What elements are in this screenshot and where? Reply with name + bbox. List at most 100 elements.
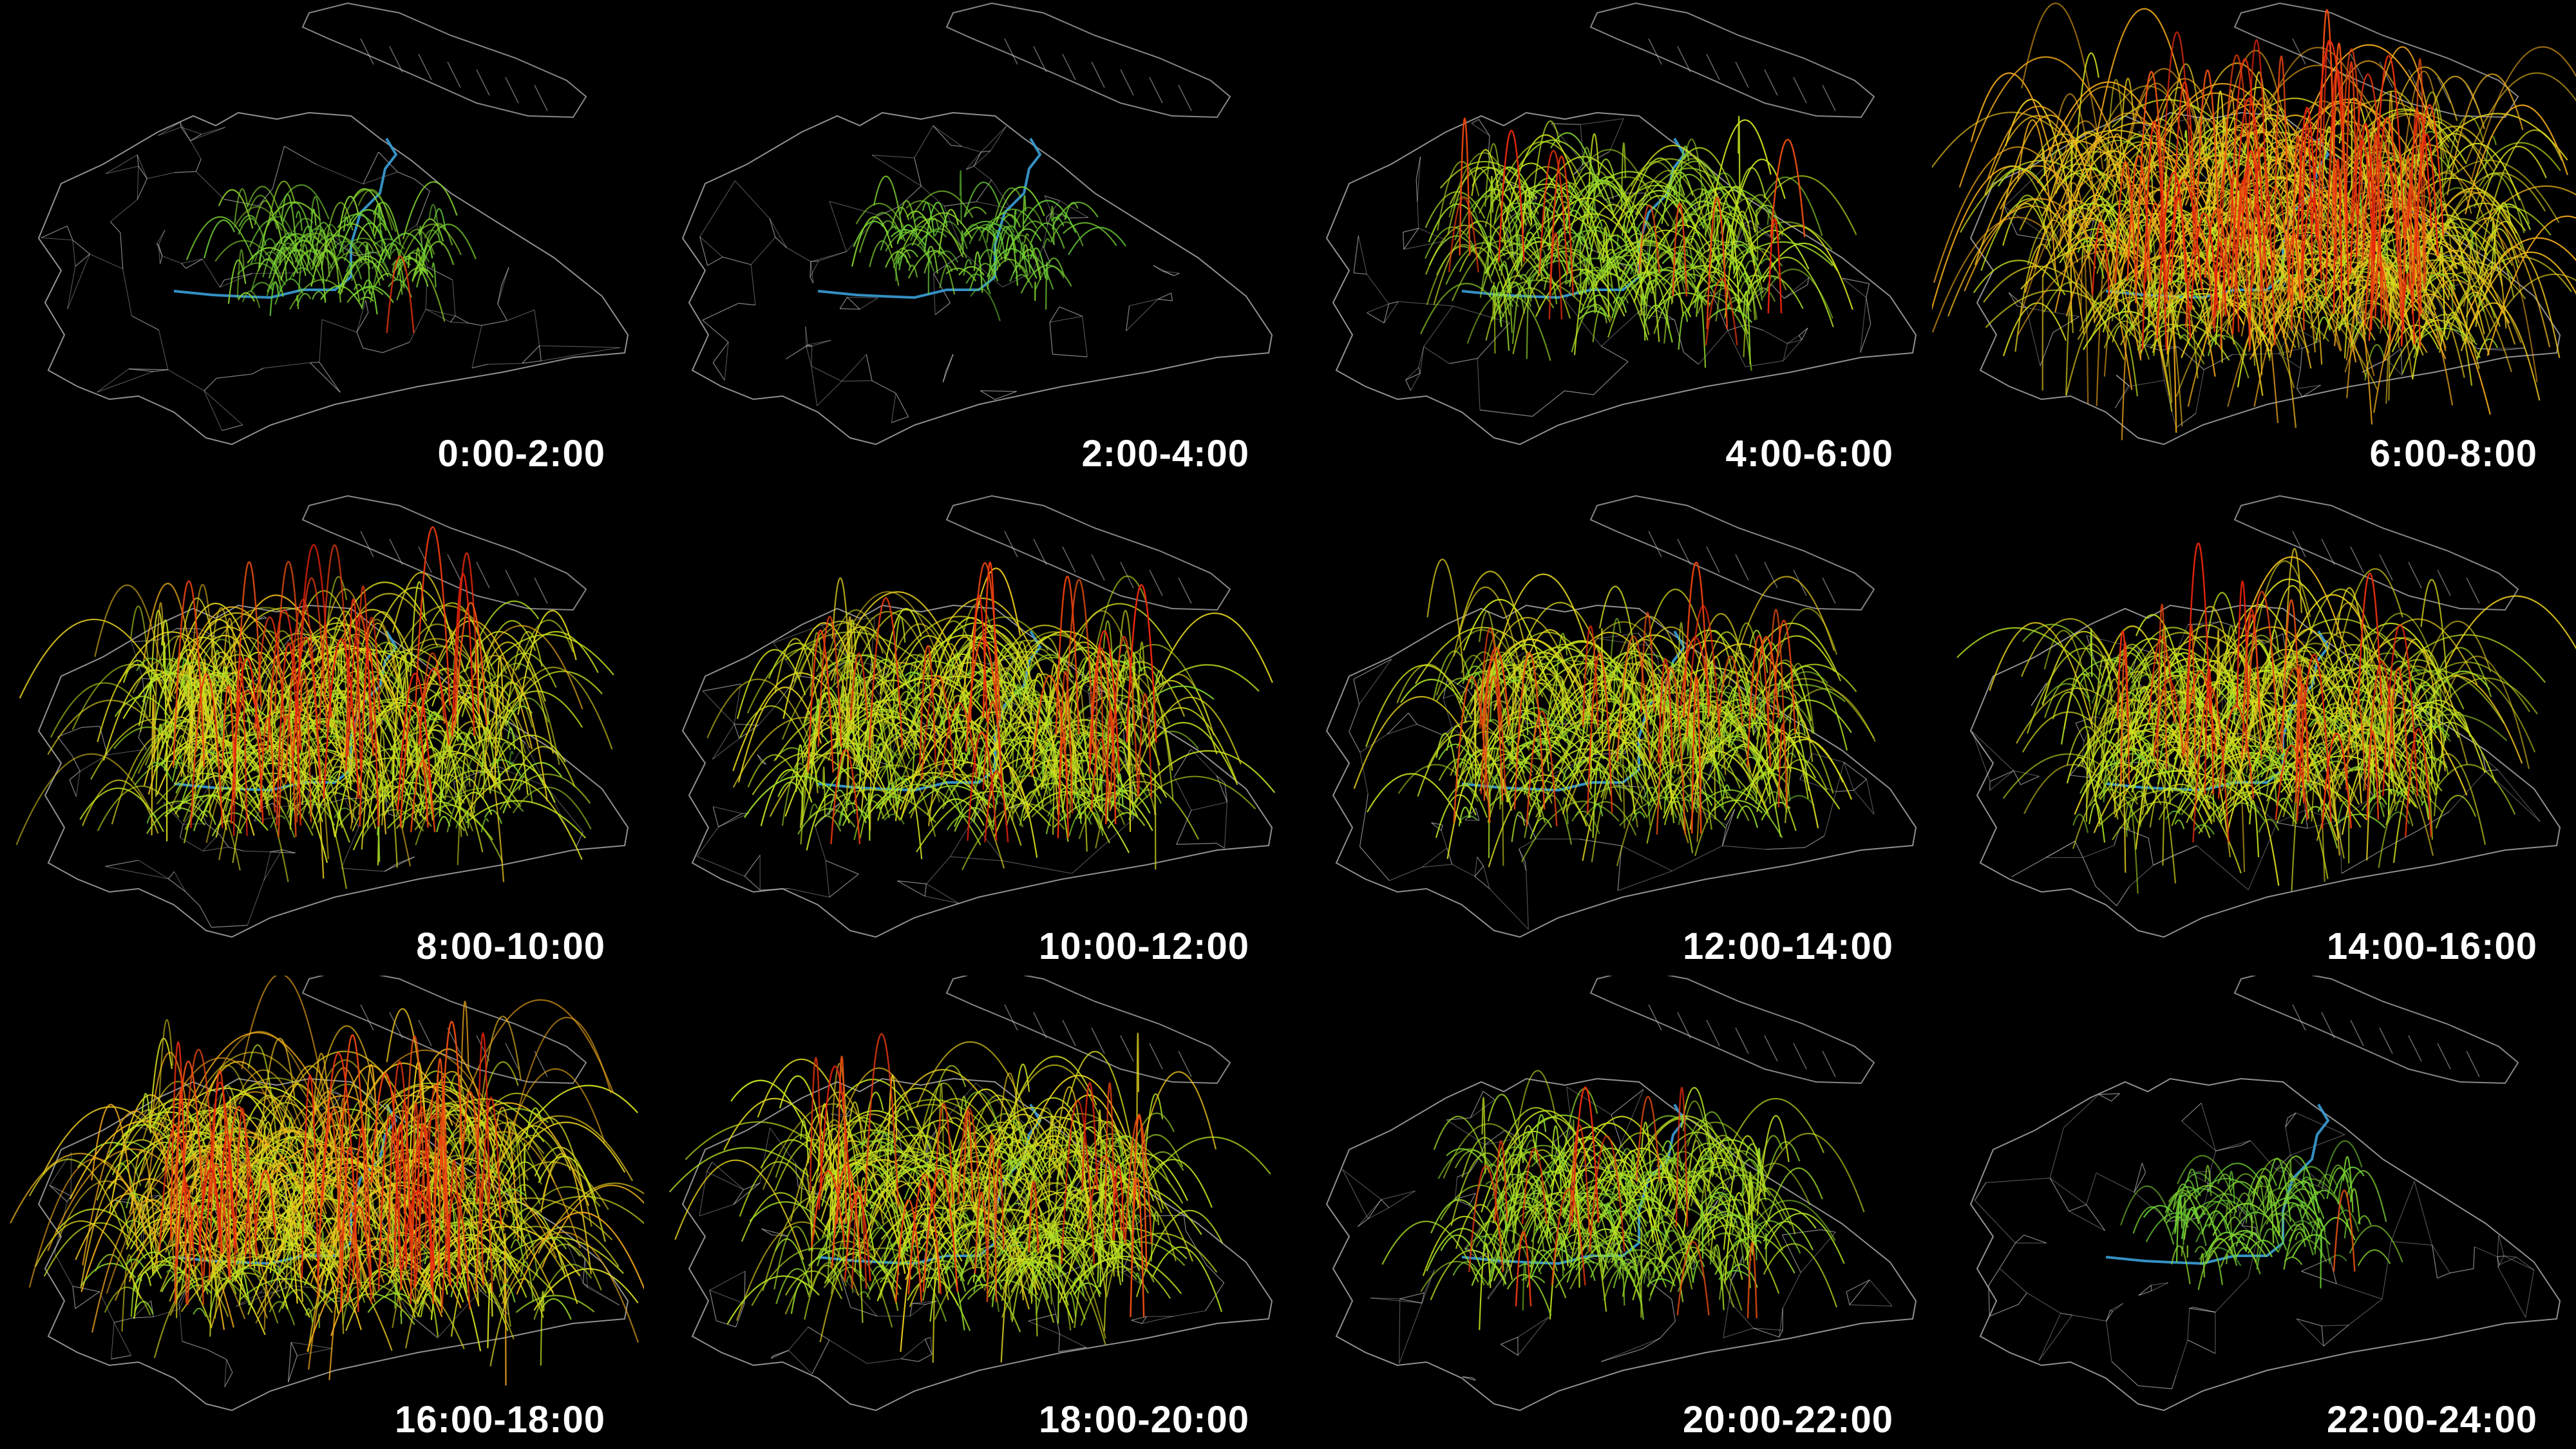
flow-arc (845, 627, 874, 728)
flow-arc (1734, 241, 1833, 267)
flow-arc (977, 754, 988, 783)
district-boundary (1721, 825, 1727, 846)
district-boundary (1672, 845, 1723, 871)
district-boundary (288, 1355, 298, 1383)
flow-arc (2045, 207, 2118, 252)
flow-arc (2482, 129, 2563, 245)
flow-arc (1499, 287, 1555, 323)
island-district-line (418, 1019, 432, 1046)
flow-arc (399, 734, 419, 748)
flow-arc (1718, 670, 1777, 710)
flow-spike (1706, 196, 1728, 330)
district-boundary (522, 360, 542, 364)
flow-arc (2409, 279, 2512, 372)
district-boundary (2384, 830, 2418, 849)
flow-arc (1694, 253, 1763, 310)
district-boundary (1403, 228, 1419, 250)
flow-arc (240, 736, 275, 762)
district-boundary (1766, 847, 1805, 850)
flow-spike (807, 630, 834, 773)
flow-arc (987, 765, 1038, 858)
flow-arc (908, 264, 918, 278)
flow-arc (1056, 663, 1170, 724)
flow-arc (352, 705, 464, 741)
flow-arc (2066, 726, 2119, 820)
district-boundary (2003, 156, 2056, 207)
district-boundary (769, 218, 776, 238)
flow-arc (815, 698, 820, 723)
flow-arc (1009, 254, 1054, 290)
flow-arc (289, 267, 316, 281)
district-boundary (914, 157, 922, 187)
flow-arc (732, 717, 876, 790)
flow-arc (273, 236, 307, 276)
district-boundary (69, 779, 77, 797)
district-boundary (1807, 278, 1810, 285)
flow-arc (1709, 119, 1772, 220)
district-boundary (158, 245, 161, 264)
flow-arc (432, 635, 497, 678)
district-boundary (1403, 232, 1405, 250)
district-boundary (808, 344, 812, 346)
district-boundary (263, 851, 271, 881)
flow-arc (1463, 599, 1548, 681)
district-boundary (1860, 297, 1867, 353)
flow-arc (509, 697, 549, 723)
flow-arc (2416, 262, 2488, 356)
district-boundary (786, 247, 811, 262)
district-boundary (1727, 324, 1747, 331)
district-boundary (1002, 860, 1072, 874)
flow-arc (969, 263, 999, 291)
flow-arc (481, 620, 536, 671)
district-boundary (137, 166, 139, 200)
flow-arc (1103, 703, 1137, 802)
flow-arc (327, 232, 336, 245)
district-boundary (2020, 775, 2040, 785)
district-boundary (158, 122, 181, 136)
flow-arc (1063, 222, 1117, 247)
district-boundary (341, 867, 385, 872)
flow-arc (2435, 795, 2477, 829)
flow-arc (229, 710, 353, 777)
flow-arc (1582, 801, 1637, 836)
flow-arc (2280, 632, 2371, 689)
time-panel: 16:00-18:00 (0, 976, 644, 1449)
district-boundary (2302, 384, 2321, 397)
flow-arc (2022, 623, 2104, 679)
district-boundary (1743, 220, 1750, 225)
district-boundary (297, 1348, 333, 1356)
district-boundary (926, 856, 951, 884)
district-boundary (397, 171, 415, 180)
district-boundary (2031, 688, 2043, 706)
district-boundary (522, 345, 540, 364)
island-boundary (2233, 2, 2519, 118)
flow-arc (2036, 129, 2195, 185)
district-boundary (168, 871, 175, 879)
district-boundary (1049, 307, 1060, 323)
flow-arc (1043, 238, 1050, 248)
flow-arc (864, 659, 885, 715)
district-boundary (945, 354, 954, 371)
flow-arc (319, 223, 345, 254)
district-boundary (1353, 235, 1359, 273)
district-boundary (174, 171, 196, 173)
district-boundary (156, 229, 166, 244)
district-boundary (829, 873, 859, 898)
flow-arc (1155, 612, 1273, 685)
district-boundary (1126, 305, 1130, 331)
district-boundary (211, 925, 248, 928)
flow-spike (2244, 39, 2269, 240)
district-boundary (810, 261, 814, 283)
flow-arc (1127, 705, 1148, 748)
district-boundary (111, 1355, 131, 1359)
district-boundary (1784, 284, 1808, 299)
flow-arc (1684, 613, 1748, 743)
district-boundary (1417, 723, 1444, 736)
district-boundary (1478, 119, 1490, 137)
flow-arc (2041, 683, 2091, 705)
district-boundary (933, 125, 952, 146)
flow-arc (1050, 221, 1084, 247)
flow-arc (1620, 142, 1627, 211)
river (817, 137, 1042, 299)
district-boundary (1519, 848, 1526, 862)
